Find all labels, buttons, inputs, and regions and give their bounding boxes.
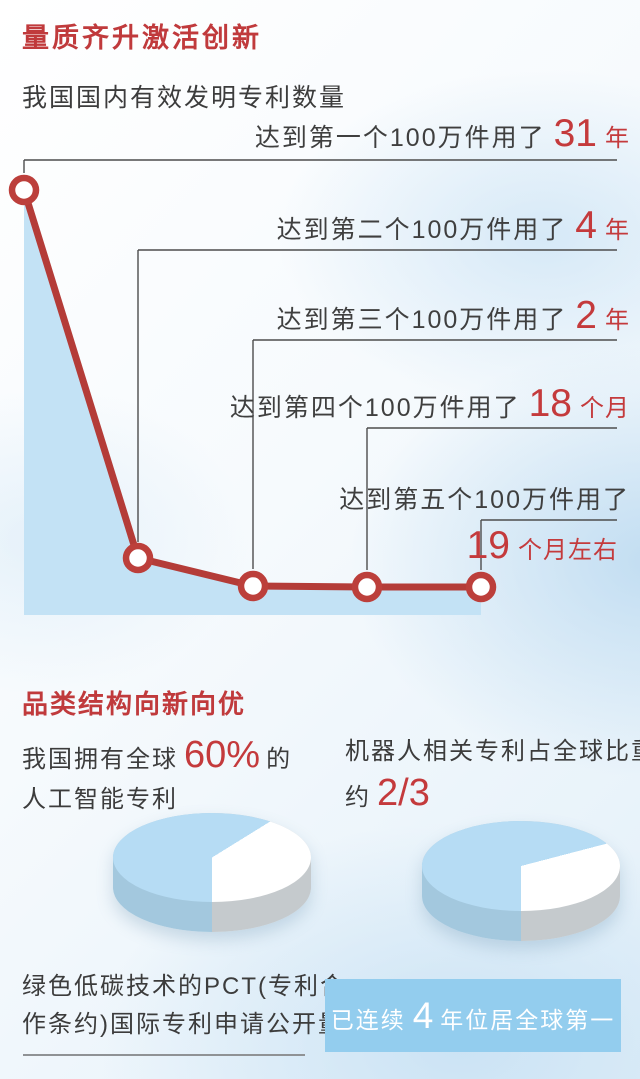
ai-stat-value: 60% [184,734,261,776]
ai-stat-prefix: 我国拥有全球 [22,746,178,773]
annotation-1: 达到第一个100万件用了 31 年 [255,114,630,153]
pct-line2: 作条约)国际专利申请公开量 [22,1011,344,1038]
badge-suffix: 年位居全球第一 [440,1007,616,1033]
annotation-5-value: 19 [466,524,510,567]
annotation-1-value: 31 [553,112,597,155]
annotation-1-unit: 年 [605,125,630,152]
robot-pie-surface [422,821,620,911]
section2-heading: 品类结构向新向优 [22,689,247,719]
chart-subtitle: 我国国内有效发明专利数量 [22,84,347,112]
ai-stat-suffix: 的 [266,746,293,773]
ai-stat-line2: 人工智能专利 [22,786,178,813]
badge-prefix: 已连续 [330,1007,406,1033]
pct-line1: 绿色低碳技术的PCT(专利合 [22,973,346,1000]
page-title: 量质齐升激活创新 [22,23,262,53]
robot-stat-line2: 约 2/3 [345,774,640,812]
divider-line [23,1054,305,1056]
annotation-5-label: 达到第五个100万件用了 [339,486,630,514]
robot-stat-prefix: 约 [345,784,371,811]
data-point-3 [237,570,269,602]
data-point-1 [8,174,40,206]
annotation-2: 达到第二个100万件用了 4 年 [277,206,630,245]
annotation-4-label: 达到第四个100万件用了 [229,394,521,422]
annotation-2-value: 4 [575,204,597,247]
annotation-3: 达到第三个100万件用了 2 年 [277,296,630,335]
data-point-4 [351,571,383,603]
annotation-3-value: 2 [575,294,597,337]
ai-patent-stat: 我国拥有全球 60% 的 人工智能专利 [22,736,292,812]
annotation-4-unit: 个月 [580,395,630,422]
annotation-5: 达到第五个100万件用了 [339,488,630,513]
robot-stat-value: 2/3 [377,772,430,814]
rank-badge: 已连续 4 年位居全球第一 [325,979,621,1052]
ai-patents-pie [113,813,311,932]
annotation-5-unit: 个月左右 [518,537,618,564]
ai-stat-line1: 我国拥有全球 60% 的 [22,736,292,774]
bracket-1 [23,159,617,173]
annotation-4: 达到第四个100万件用了 18 个月 [230,384,630,423]
robot-patents-pie [422,821,620,941]
robot-stat-line1: 机器人相关专利占全球比重 [345,738,640,765]
annotation-2-unit: 年 [605,217,630,244]
annotation-2-label: 达到第二个100万件用了 [276,216,568,244]
annotation-5-value-line: 19 个月左右 [467,526,618,565]
annotation-4-value: 18 [528,382,572,425]
ai-pie-surface [113,813,311,902]
annotation-3-unit: 年 [605,307,630,334]
annotation-1-label: 达到第一个100万件用了 [254,124,546,152]
data-point-2 [122,542,154,574]
robot-patent-stat: 机器人相关专利占全球比重 约 2/3 [345,738,640,813]
rank-badge-text: 已连续 4 年位居全球第一 [331,997,616,1034]
data-point-5 [465,571,497,603]
annotation-3-label: 达到第三个100万件用了 [276,306,568,334]
badge-value: 4 [412,995,434,1036]
pct-description: 绿色低碳技术的PCT(专利合 作条约)国际专利申请公开量 [22,968,346,1044]
